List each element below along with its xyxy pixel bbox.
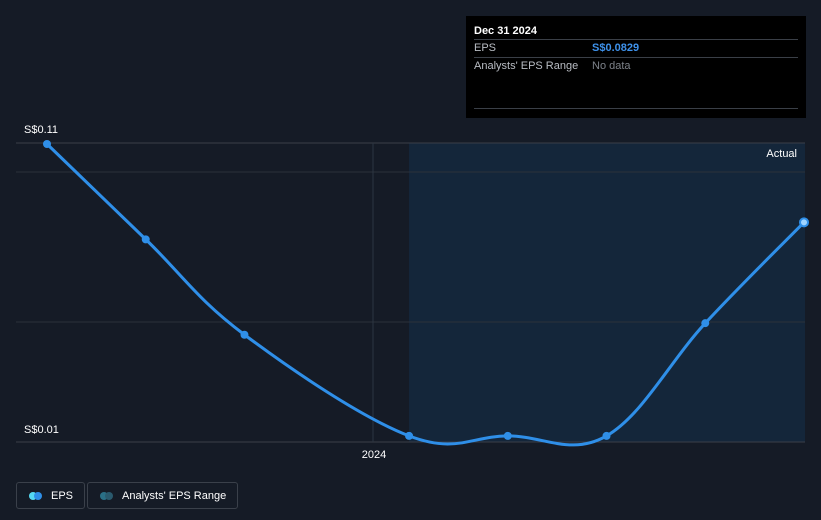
eps-data-point bbox=[503, 431, 512, 440]
eps-series-line bbox=[45, 142, 806, 447]
tooltip-range-value: No data bbox=[592, 60, 631, 72]
tooltip-divider bbox=[474, 108, 798, 109]
eps-data-point bbox=[240, 330, 249, 339]
tooltip-eps-label: EPS bbox=[474, 42, 497, 54]
actual-region bbox=[409, 143, 805, 442]
eps-data-point bbox=[602, 431, 611, 440]
range-swatch-dot-b bbox=[105, 491, 113, 500]
legend-analysts-range-button[interactable]: Analysts' EPS Range bbox=[87, 482, 239, 509]
range-swatch-dot-a bbox=[100, 491, 108, 500]
analysts-range-legend-icon bbox=[100, 491, 114, 500]
eps-points bbox=[43, 140, 809, 440]
eps-data-point bbox=[43, 140, 51, 148]
eps-data-point bbox=[141, 235, 150, 244]
grid bbox=[16, 142, 805, 443]
eps-legend-icon bbox=[29, 491, 43, 500]
actual-region-label: Actual bbox=[766, 148, 797, 160]
eps-data-point bbox=[799, 217, 809, 228]
legend-eps-label: EPS bbox=[51, 489, 74, 502]
tooltip-eps-value: S$0.0829 bbox=[592, 42, 640, 54]
legend-eps-button[interactable]: EPS bbox=[16, 482, 86, 509]
eps-data-point bbox=[701, 319, 710, 328]
tooltip-row-eps: EPS S$0.0829 bbox=[474, 39, 798, 57]
legend-range-label: Analysts' EPS Range bbox=[122, 489, 227, 502]
y-tick-label-bottom: S$0.01 bbox=[24, 424, 59, 436]
eps-swatch-dot-b bbox=[34, 491, 42, 500]
tooltip-date: Dec 31 2024 bbox=[474, 25, 537, 37]
tooltip: Dec 31 2024 EPS S$0.0829 Analysts' EPS R… bbox=[466, 16, 806, 118]
y-tick-label-top: S$0.11 bbox=[24, 124, 59, 136]
eps-swatch-dot-a bbox=[29, 491, 37, 500]
x-tick-label-2024: 2024 bbox=[361, 449, 387, 461]
tooltip-row-range: Analysts' EPS Range No data bbox=[474, 57, 798, 75]
eps-data-point bbox=[405, 431, 414, 440]
tooltip-range-label: Analysts' EPS Range bbox=[474, 60, 579, 72]
